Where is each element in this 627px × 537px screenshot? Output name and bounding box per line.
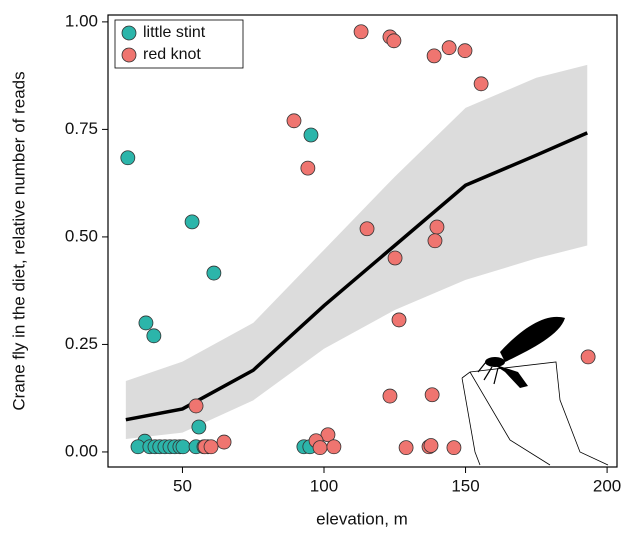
point bbox=[191, 419, 207, 435]
point bbox=[427, 233, 443, 249]
y-tick-label: 0.75 bbox=[65, 119, 98, 138]
point bbox=[286, 113, 302, 129]
point bbox=[441, 40, 457, 56]
point bbox=[120, 150, 136, 166]
y-tick-label: 0.00 bbox=[65, 441, 98, 460]
point bbox=[175, 439, 191, 455]
y-tick-label: 0.25 bbox=[65, 334, 98, 353]
x-tick-label: 150 bbox=[451, 476, 479, 495]
point bbox=[391, 312, 407, 328]
point bbox=[423, 438, 439, 453]
x-tick-label: 50 bbox=[173, 476, 192, 495]
point bbox=[146, 328, 162, 344]
point bbox=[426, 48, 442, 64]
point bbox=[203, 439, 219, 455]
y-tick-label: 0.50 bbox=[65, 226, 98, 245]
confidence-band bbox=[125, 64, 588, 440]
point bbox=[457, 43, 473, 59]
plot-frame bbox=[107, 14, 618, 468]
point bbox=[303, 127, 319, 143]
point bbox=[216, 434, 232, 450]
point bbox=[359, 221, 375, 237]
point bbox=[326, 439, 342, 455]
legend-marker bbox=[121, 25, 137, 41]
legend-label: little stint bbox=[143, 24, 206, 41]
point bbox=[382, 388, 398, 404]
point bbox=[188, 398, 204, 414]
point bbox=[300, 160, 316, 176]
point bbox=[206, 265, 222, 281]
point bbox=[424, 387, 440, 403]
point bbox=[386, 33, 402, 49]
point bbox=[387, 250, 403, 266]
legend-box bbox=[114, 19, 244, 69]
y-tick-label: 1.00 bbox=[65, 11, 98, 30]
point bbox=[398, 440, 414, 456]
crane-fly-illustration bbox=[461, 316, 609, 466]
point bbox=[312, 440, 328, 456]
point bbox=[446, 440, 462, 456]
x-axis-title: elevation, m bbox=[316, 509, 408, 528]
legend-label: red knot bbox=[143, 46, 201, 63]
point bbox=[429, 219, 445, 235]
point bbox=[353, 24, 369, 40]
point bbox=[320, 427, 336, 443]
point bbox=[184, 214, 200, 230]
point bbox=[138, 315, 154, 331]
x-tick-label: 200 bbox=[593, 476, 621, 495]
x-tick-label: 100 bbox=[310, 476, 338, 495]
point bbox=[580, 349, 596, 365]
y-axis-title: Crane fly in the diet, relative number o… bbox=[9, 71, 28, 410]
point bbox=[473, 76, 489, 92]
legend-marker bbox=[121, 47, 137, 63]
